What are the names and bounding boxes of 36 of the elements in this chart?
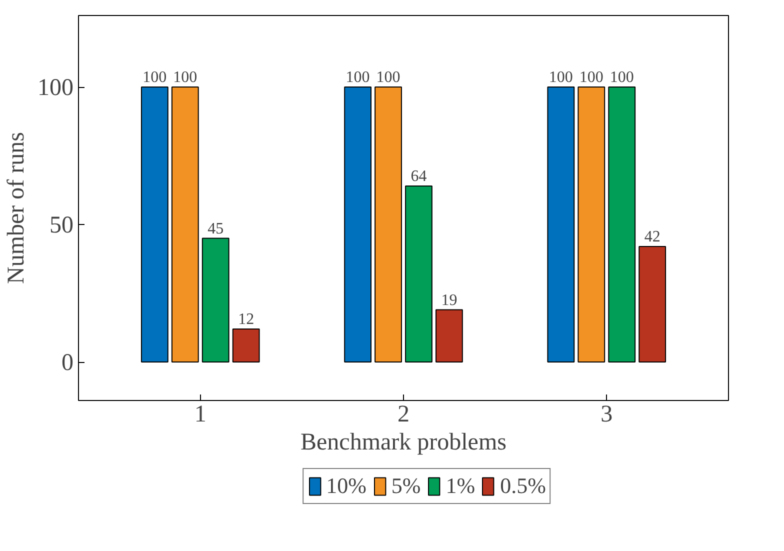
data-label: 100 <box>376 69 400 86</box>
data-label: 12 <box>238 311 254 328</box>
bar <box>608 86 636 362</box>
data-label: 100 <box>548 69 573 86</box>
data-label: 42 <box>644 228 660 246</box>
x-tick-label: 3 <box>600 402 613 428</box>
legend-label: 10% <box>326 473 366 499</box>
x-tick-label: 1 <box>194 402 206 428</box>
bar <box>171 86 199 362</box>
bar <box>436 309 463 362</box>
x-tick-label: 2 <box>398 402 410 428</box>
bar <box>547 86 575 362</box>
data-label: 100 <box>579 69 604 86</box>
data-label: 100 <box>610 69 634 86</box>
bar <box>374 86 402 362</box>
data-label: 100 <box>173 69 198 86</box>
data-label: 19 <box>441 292 458 309</box>
bar <box>140 86 168 362</box>
bar <box>405 186 432 362</box>
data-label: 64 <box>410 168 427 185</box>
data-label: 45 <box>208 220 224 238</box>
bar <box>578 86 606 362</box>
y-tick-label: 100 <box>38 75 74 101</box>
bar <box>202 238 230 362</box>
legend-label: 1% <box>446 473 476 499</box>
x-axis-title: Benchmark problems <box>300 430 506 456</box>
y-tick-label: 50 <box>50 212 74 238</box>
y-axis-title: Number of runs <box>4 132 30 284</box>
data-label: 100 <box>142 69 167 86</box>
legend-label: 0.5% <box>500 473 546 499</box>
y-tick-label: 0 <box>62 350 74 376</box>
bar <box>232 328 260 362</box>
bar <box>638 246 666 362</box>
legend-label: 5% <box>391 473 421 499</box>
data-label: 100 <box>346 69 370 86</box>
bar <box>344 86 372 362</box>
